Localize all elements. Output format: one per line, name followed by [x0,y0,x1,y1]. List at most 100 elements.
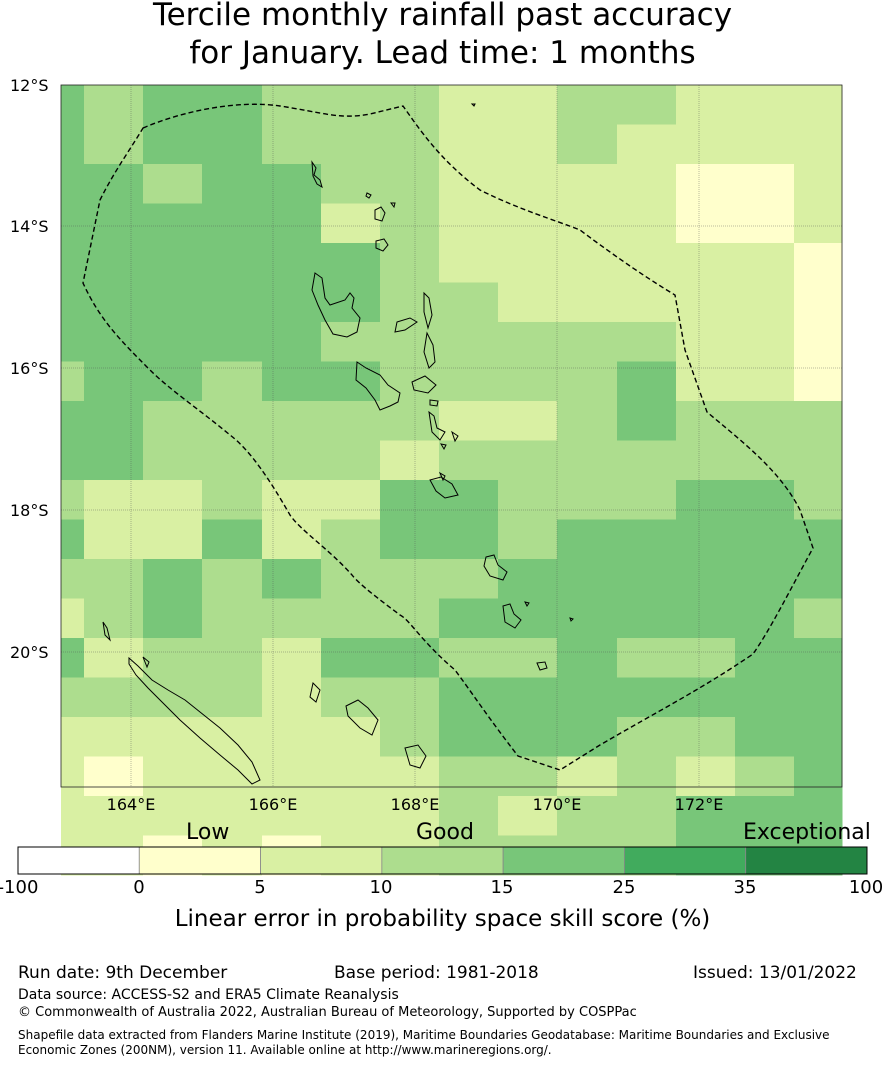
grid-cell [439,756,499,797]
grid-cell [262,164,322,204]
grid-cell [676,282,736,323]
grid-cell [84,796,144,836]
grid-cell [61,796,85,836]
grid-cell [202,401,263,441]
grid-cell [439,598,499,639]
colorbar-frame [17,846,868,875]
grid-cell [735,401,795,441]
grid-cell [498,677,558,718]
grid-cell [262,243,322,283]
grid-cell [84,440,144,481]
grid-cell [84,559,144,599]
island-shape [345,699,379,736]
grid-cell [202,717,263,757]
grid-cell [617,124,677,165]
grid-cell [143,717,203,757]
island-shape [451,430,459,443]
grid-cell [735,282,795,323]
grid-cell [794,361,843,402]
grid-cell [439,361,499,402]
lon-label: 172°E [674,795,724,814]
grid-cell [143,559,203,599]
island-shape [128,656,261,785]
colorbar-segment [17,846,140,875]
grid-cell [321,164,381,204]
grid-cell [143,480,203,520]
grid-cell [735,756,795,797]
island-shape [311,160,323,189]
grid-cell [61,361,85,402]
chart-title-line2: for January. Lead time: 1 months [189,35,696,71]
grid-cell [202,796,263,836]
grid-cell [202,440,263,481]
grid-cell [498,85,558,125]
grid-cell [794,282,843,323]
grid-cell [202,519,263,560]
colorbar-tick: 5 [254,877,266,898]
grid-cell [735,598,795,639]
grid-cell [321,203,381,244]
grid-cell [676,440,736,481]
colorbar-tick: -100 [0,877,39,898]
lon-label: 164°E [106,795,156,814]
grid-cell [61,440,85,481]
grid-cell [380,598,440,639]
grid-cell [321,638,381,678]
grid-cell [735,480,795,520]
grid-cell [676,519,736,560]
grid-cell [143,401,203,441]
colorbar-segment [260,846,383,875]
grid-cell [143,282,203,323]
grid-cell [321,480,381,520]
island-shape [374,206,386,222]
grid-cell [735,164,795,204]
grid-cell [84,717,144,757]
grid-cell [439,440,499,481]
grid-cell [794,85,843,125]
grid-cell [498,440,558,481]
category-label-exceptional: Exceptional [743,820,871,845]
grid-cell [202,243,263,283]
chart-title-line1: Tercile monthly rainfall past accuracy [152,0,733,33]
grid-cell [61,559,85,599]
grid-cell [84,756,144,797]
grid-cell [557,282,618,323]
grid-cell [794,440,843,481]
grid-cell [321,124,381,165]
grid-cell [321,440,381,481]
grid-cell [439,243,499,283]
grid-cell [380,559,440,599]
grid-cell [617,638,677,678]
lat-label: 18°S [10,501,49,520]
island-shape [411,375,437,394]
island-shape [365,192,372,199]
grid-cell [735,124,795,165]
grid-cell [143,519,203,560]
island-shape [439,443,447,451]
grid-cell [143,243,203,283]
eez-boundary [82,103,814,771]
grid-cell [794,203,843,244]
grid-cell [676,756,736,797]
grid-cell [735,559,795,599]
grid-cell [84,164,144,204]
island-shape [309,681,321,703]
island-shape [429,476,459,499]
grid-cell [498,243,558,283]
grid-cell [84,598,144,639]
grid-cell [617,519,677,560]
grid-cell [557,638,618,678]
grid-cell [676,322,736,362]
grid-cell [61,677,85,718]
island-shape [311,272,361,338]
colorbar-segment [502,846,625,875]
grid-cell [439,519,499,560]
grid-cell [498,203,558,244]
grid-cell [61,243,85,283]
grid-cell [380,480,440,520]
grid-cell [735,796,795,836]
grid-cell [735,243,795,283]
grid-cell [380,164,440,204]
grid-cell [380,796,440,836]
island-outlines [102,103,574,785]
